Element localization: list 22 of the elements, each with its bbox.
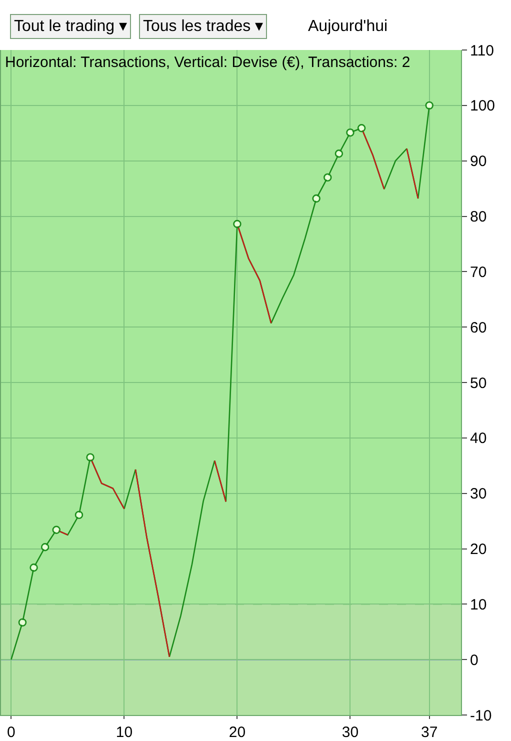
x-tick-label: 20 — [228, 724, 246, 741]
y-tick-label: 20 — [470, 541, 487, 558]
y-tick-label: 80 — [470, 208, 487, 226]
y-tick-label: 90 — [470, 153, 487, 170]
text: Tout le trading ▾ — [14, 18, 127, 35]
x-tick-label: 10 — [116, 724, 133, 741]
y-tick-label: 0 — [470, 652, 478, 669]
text: Tous les trades ▾ — [143, 18, 264, 35]
x-tick-label: 37 — [421, 724, 438, 741]
x-tick-label: 0 — [7, 724, 16, 741]
y-tick-label: 40 — [470, 430, 487, 448]
y-tick-label: 50 — [470, 374, 487, 392]
chart-subtitle: Horizontal: Transactions, Vertical: Devise (€), Transactions: 2 — [5, 54, 410, 71]
x-tick-label: 30 — [342, 724, 359, 741]
y-tick-label: 10 — [470, 596, 487, 614]
y-tick-label: 60 — [470, 319, 487, 336]
y-tick-label: 100 — [470, 98, 496, 115]
y-tick-label: 70 — [470, 264, 487, 281]
y-tick-label: 110 — [470, 42, 494, 60]
text: Aujourd'hui — [308, 18, 388, 35]
y-tick-label: 30 — [470, 486, 487, 503]
y-tick-label: -10 — [470, 707, 492, 724]
